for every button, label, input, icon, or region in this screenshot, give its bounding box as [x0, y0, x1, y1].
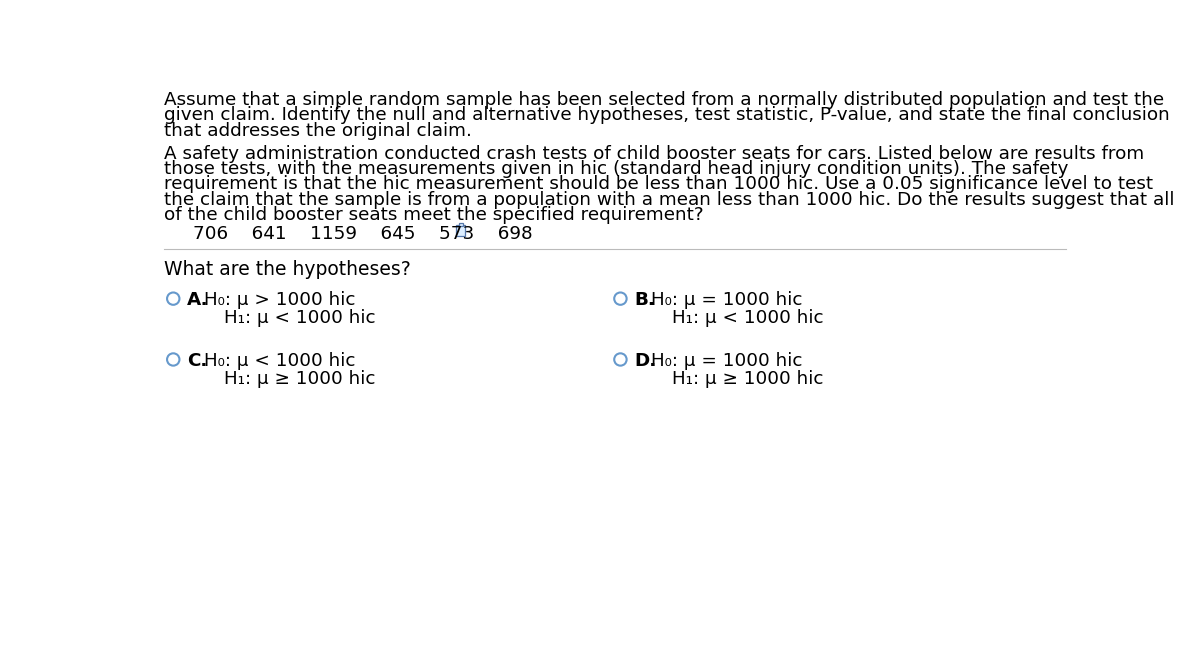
Text: D.: D. — [635, 352, 656, 370]
Text: H₁: μ ≥ 1000 hic: H₁: μ ≥ 1000 hic — [672, 370, 823, 388]
Text: H₀: μ = 1000 hic: H₀: μ = 1000 hic — [652, 352, 803, 370]
Text: H₀: μ = 1000 hic: H₀: μ = 1000 hic — [652, 291, 803, 309]
Text: Assume that a simple random sample has been selected from a normally distributed: Assume that a simple random sample has b… — [164, 91, 1164, 109]
Text: of the child booster seats meet the specified requirement?: of the child booster seats meet the spec… — [164, 206, 703, 224]
Text: those tests, with the measurements given in hic (standard head injury condition : those tests, with the measurements given… — [164, 160, 1068, 178]
Text: H₀: μ > 1000 hic: H₀: μ > 1000 hic — [204, 291, 355, 309]
Text: that addresses the original claim.: that addresses the original claim. — [164, 121, 472, 139]
Text: given claim. Identify the null and alternative hypotheses, test statistic, P-val: given claim. Identify the null and alter… — [164, 106, 1170, 124]
Text: A safety administration conducted crash tests of child booster seats for cars. L: A safety administration conducted crash … — [164, 145, 1145, 162]
Text: H₁: μ < 1000 hic: H₁: μ < 1000 hic — [672, 310, 823, 327]
Text: H₁: μ < 1000 hic: H₁: μ < 1000 hic — [224, 310, 376, 327]
Text: requirement is that the hic measurement should be less than 1000 hic. Use a 0.05: requirement is that the hic measurement … — [164, 176, 1153, 193]
Text: What are the hypotheses?: What are the hypotheses? — [164, 260, 410, 279]
FancyBboxPatch shape — [458, 223, 463, 226]
Text: A.: A. — [187, 291, 209, 309]
Text: H₀: μ < 1000 hic: H₀: μ < 1000 hic — [204, 352, 355, 370]
Text: C.: C. — [187, 352, 208, 370]
Text: the claim that the sample is from a population with a mean less than 1000 hic. D: the claim that the sample is from a popu… — [164, 191, 1175, 209]
FancyBboxPatch shape — [456, 224, 466, 236]
Text: B.: B. — [635, 291, 655, 309]
Text: 706    641    1159    645    573    698: 706 641 1159 645 573 698 — [193, 224, 533, 243]
Text: H₁: μ ≥ 1000 hic: H₁: μ ≥ 1000 hic — [224, 370, 376, 388]
